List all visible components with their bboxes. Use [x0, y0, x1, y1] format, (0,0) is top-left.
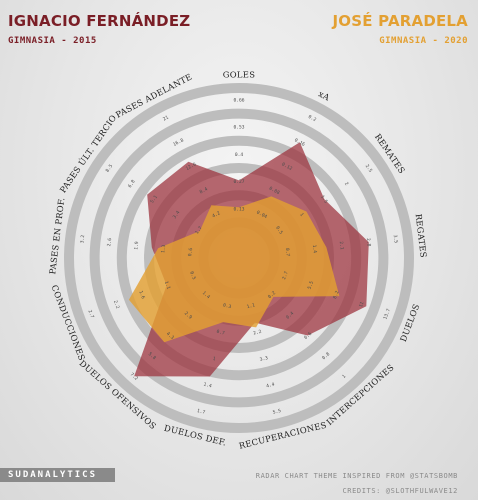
tick-label: 1.4: [203, 382, 213, 390]
tick-label: 2.1: [338, 241, 345, 250]
tick-label: 11: [358, 301, 366, 309]
tick-label: 0.3: [222, 302, 232, 310]
tick-label: 1.1: [246, 302, 256, 310]
brand-badge: SUDANALYTICS: [0, 468, 115, 482]
credits: CREDITS: @SLOTHFULWAVE12: [342, 487, 458, 495]
tick-label: 8.4: [199, 186, 209, 195]
tick-label: 2: [343, 181, 350, 187]
tick-label: 0.6: [303, 331, 313, 341]
tick-label: 0.8: [321, 351, 331, 361]
axis-label: PASES EN PROF.: [47, 197, 66, 275]
axis-label: GOLES: [223, 70, 255, 80]
tick-label: 3.3: [259, 355, 269, 363]
tick-label: 2.9: [183, 311, 193, 321]
tick-label: 5.8: [147, 351, 157, 361]
tick-label: 4.4: [266, 382, 276, 390]
tick-label: 1.4: [311, 244, 318, 253]
tick-label: 1.1: [163, 280, 172, 290]
tick-label: 6.8: [127, 179, 137, 189]
tick-label: 1.4: [201, 290, 211, 300]
tick-label: 4.3: [165, 331, 175, 341]
tick-label: 0.16: [293, 137, 306, 148]
tick-label: 1.3: [160, 244, 167, 253]
tick-label: 1: [341, 373, 347, 379]
tick-label: 2.2: [112, 300, 121, 310]
radar-series-2: [128, 196, 340, 343]
player1-team: GIMNASIA - 2015: [8, 36, 97, 46]
tick-label: 0.7: [284, 248, 291, 257]
tick-label: 3.4: [172, 210, 182, 220]
tick-label: 1: [212, 356, 216, 363]
tick-label: 0.4: [285, 310, 295, 320]
player2-name: JOSÉ PARADELA: [332, 12, 468, 30]
tick-label: 13.7: [382, 308, 392, 321]
tick-label: 2.6: [106, 238, 113, 247]
theme-credit: RADAR CHART THEME INSPIRED FROM @STATSBO…: [255, 472, 458, 480]
tick-label: 21: [162, 114, 170, 122]
tick-label: 1.7: [194, 225, 204, 235]
tick-label: 2.2: [253, 329, 263, 337]
radar-ring: [64, 83, 414, 433]
tick-label: 7.2: [129, 372, 139, 382]
tick-label: 1.5: [319, 194, 329, 204]
tick-label: 0.12: [281, 162, 294, 173]
tick-label: 0.4: [235, 152, 244, 158]
player2-header: JOSÉ PARADELA GIMNASIA - 2020: [333, 12, 468, 46]
tick-label: 2.8: [365, 238, 372, 247]
tick-label: 0.2: [307, 114, 317, 123]
tick-label: 0.08: [268, 186, 281, 197]
footer-credits: RADAR CHART THEME INSPIRED FROM @STATSBO…: [256, 472, 458, 500]
tick-label: 1.7: [196, 408, 206, 416]
tick-label: 3.2: [79, 234, 86, 243]
tick-label: 2.5: [364, 163, 374, 173]
tick-label: 5.1: [149, 194, 159, 204]
tick-label: 12.6: [185, 161, 198, 172]
player1-name: IGNACIO FERNÁNDEZ: [8, 12, 191, 30]
player1-header: IGNACIO FERNÁNDEZ GIMNASIA - 2015: [8, 12, 190, 46]
player2-team: GIMNASIA - 2020: [379, 36, 468, 46]
tick-label: 2.7: [87, 309, 96, 319]
tick-label: 2.7: [281, 270, 290, 280]
axis-label: REGATES: [414, 213, 429, 258]
tick-label: 0.7: [216, 329, 226, 337]
radar-ring: [89, 108, 389, 408]
tick-label: 0.13: [233, 206, 244, 212]
tick-label: 1.9: [133, 241, 140, 250]
tick-label: 3.5: [392, 235, 399, 244]
tick-label: 16.8: [172, 137, 185, 148]
tick-label: 0.66: [233, 98, 244, 104]
tick-label: 8.2: [332, 290, 341, 300]
tick-label: 0.27: [233, 179, 244, 185]
tick-label: 5.5: [272, 408, 282, 416]
tick-label: 1: [298, 212, 305, 218]
tick-label: 1.6: [137, 290, 146, 300]
axis-label: xA: [317, 88, 332, 102]
tick-label: 8.5: [105, 163, 115, 173]
tick-label: 5.5: [307, 280, 316, 290]
tick-label: 0.04: [255, 210, 268, 221]
tick-label: 0.6: [187, 247, 194, 256]
tick-label: 0.53: [233, 125, 244, 131]
tick-label: 0.5: [274, 225, 284, 235]
tick-label: 0.2: [267, 290, 277, 300]
tick-label: 4.2: [211, 210, 221, 219]
tick-label: 0.5: [188, 271, 197, 281]
